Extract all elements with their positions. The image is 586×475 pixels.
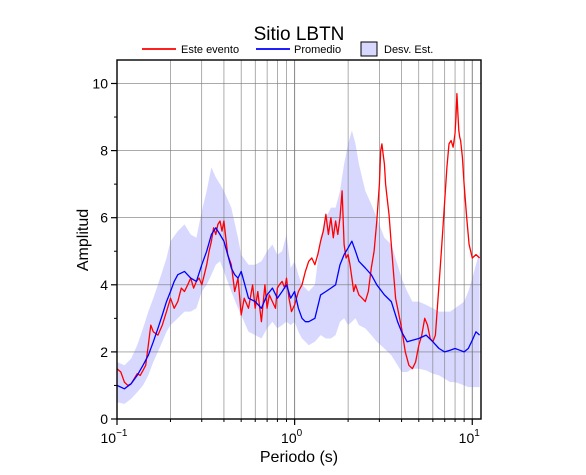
legend-swatch-desv-est [360,41,378,57]
legend-label-desv-est: Desv. Est. [384,44,433,56]
x-tick-label: 100 [281,428,303,446]
legend-label-promedio: Promedio [294,44,341,56]
legend-label-este-evento: Este evento [181,44,239,56]
chart-title: Sitio LBTN [254,24,345,45]
y-tick-label: 8 [100,143,108,159]
std-dev-band [117,130,480,404]
series-lines [116,92,481,390]
x-tick-label: 101 [459,428,481,446]
y-tick-label: 6 [100,210,108,226]
x-axis-label: Periodo (s) [260,449,338,466]
legend: Este evento Promedio Desv. Est. [142,41,433,57]
grid [117,60,481,419]
y-tick-label: 4 [100,277,108,293]
plot-frame [116,59,482,420]
y-tick-label: 2 [100,344,108,360]
series-line-promedio [116,227,481,390]
std-dev-band-area [117,130,480,404]
y-tick-label: 10 [92,75,108,91]
y-tick-label: 0 [100,411,108,427]
x-tick-label: 10−1 [101,428,128,446]
y-axis-label: Amplitud [75,209,92,271]
axes: 0 2 4 6 8 10 10−1 100 101 [92,59,482,446]
